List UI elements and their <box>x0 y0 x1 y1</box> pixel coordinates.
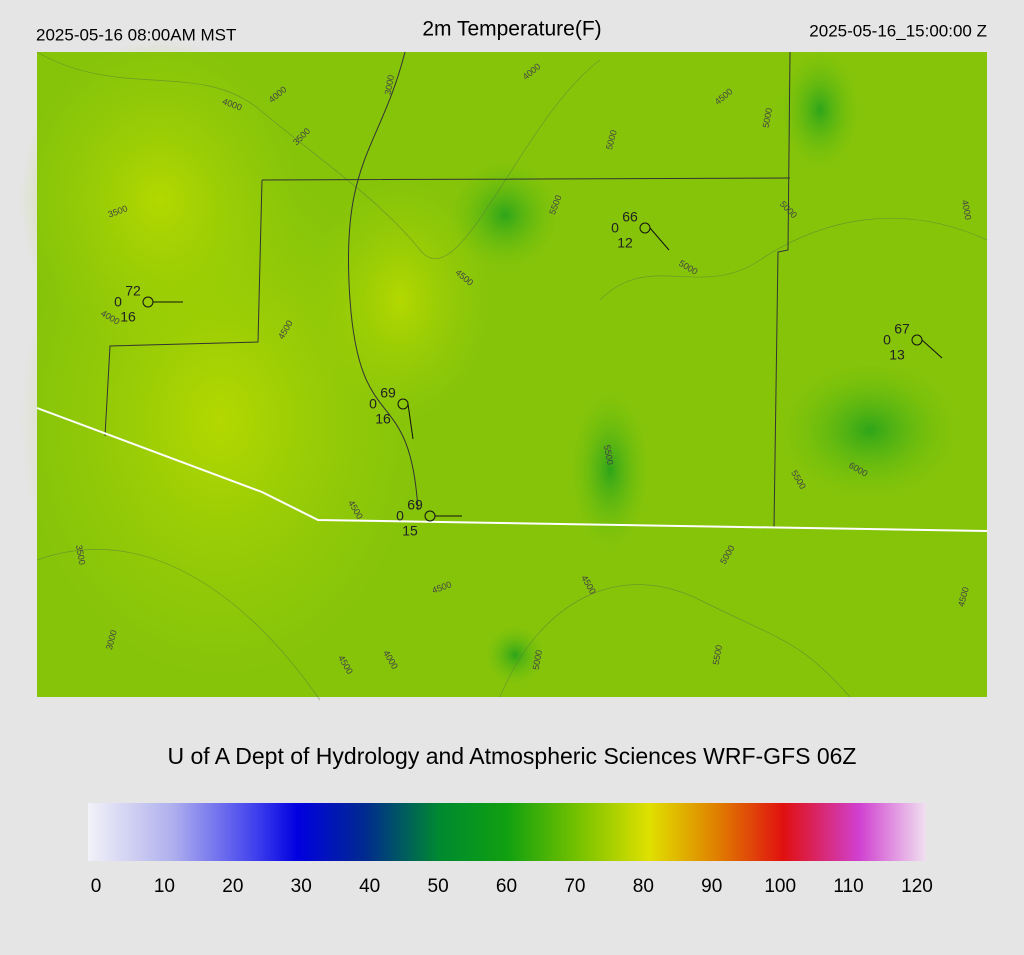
station-bottom: 12 <box>617 235 633 251</box>
valid-time: 2025-05-16 08:00AM MST <box>36 25 236 44</box>
station-bottom: 16 <box>375 411 391 427</box>
colorbar-tick-label: 80 <box>633 876 654 897</box>
colorbar-tick-label: 120 <box>901 876 933 897</box>
colorbar-tick-label: 40 <box>359 876 380 897</box>
colorbar-tick-label: 0 <box>91 876 102 897</box>
contour-label: 4000 <box>960 199 973 220</box>
station-bottom: 13 <box>889 347 905 363</box>
contour-label: 3500 <box>74 544 87 565</box>
station-temp: 67 <box>894 321 910 337</box>
station-bottom: 15 <box>402 523 418 539</box>
colorbar-tick-label: 110 <box>833 876 863 897</box>
title: 2m Temperature(F) <box>422 18 601 41</box>
colorbar-tick-label: 50 <box>428 876 449 897</box>
utc-time: 2025-05-16_15:00:00 Z <box>809 21 987 40</box>
credit: U of A Dept of Hydrology and Atmospheric… <box>167 743 856 769</box>
colorbar-tick-label: 20 <box>222 876 243 897</box>
colorbar-tick-label: 30 <box>291 876 312 897</box>
station-temp: 69 <box>380 385 396 401</box>
map <box>20 40 988 701</box>
contour-label: 5500 <box>602 444 615 465</box>
wind-barb <box>921 339 943 359</box>
station-left: 0 <box>611 220 619 236</box>
contour-label: 5500 <box>711 644 724 665</box>
colorbar-tick-label: 70 <box>564 876 585 897</box>
contour-label: 3000 <box>383 74 396 95</box>
contour-label: 5000 <box>531 649 544 670</box>
colorbar-tick-label: 60 <box>496 876 517 897</box>
colorbar-tick-label: 100 <box>764 876 796 897</box>
station-temp: 72 <box>125 283 141 299</box>
colorbar-tick-label: 10 <box>154 876 175 897</box>
station-bottom: 16 <box>120 309 136 325</box>
station-temp: 66 <box>622 209 638 225</box>
station-left: 0 <box>883 332 891 348</box>
colorbar-tick-label: 90 <box>701 876 722 897</box>
station-left: 0 <box>114 294 122 310</box>
wind-barb <box>649 227 670 251</box>
wind-barb <box>407 403 414 440</box>
station-left: 0 <box>396 508 404 524</box>
contour-label: 5000 <box>761 107 774 128</box>
colorbar <box>88 803 926 861</box>
station-left: 0 <box>369 396 377 412</box>
station-temp: 69 <box>407 497 423 513</box>
